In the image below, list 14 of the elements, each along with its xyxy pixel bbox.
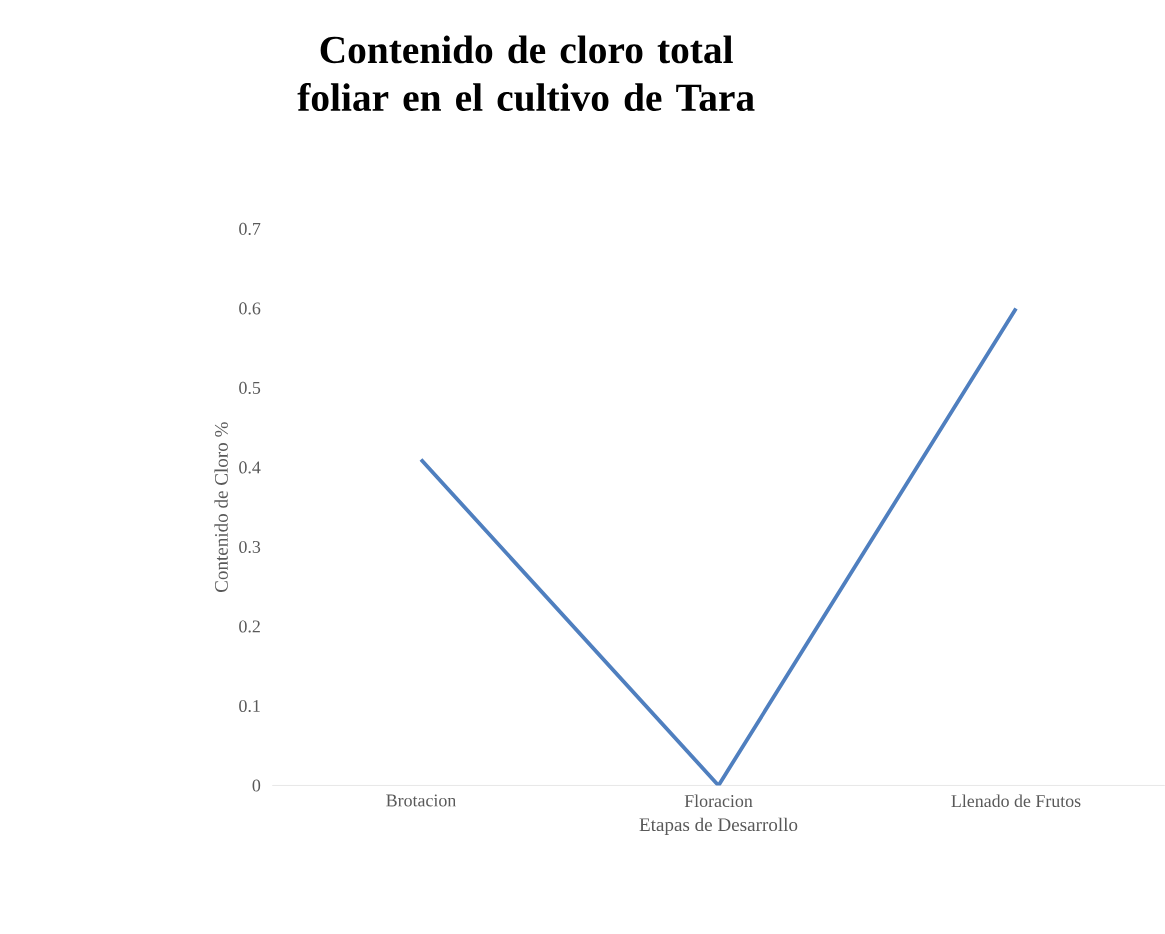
y-tick-label: 0.5 xyxy=(239,381,261,394)
y-axis-title: Contenido de Cloro % xyxy=(214,422,228,592)
x-tick-label: Llenado de Frutos xyxy=(951,794,1081,807)
y-tick-label: 0.4 xyxy=(239,461,261,474)
chart-title: Contenido de cloro total foliar en el cultivo de Tara xyxy=(297,35,755,112)
y-tick-label: 0.6 xyxy=(239,302,261,315)
x-tick-label: Brotacion xyxy=(386,794,457,807)
y-tick-label: 0.7 xyxy=(239,222,261,235)
y-tick-label: 0 xyxy=(252,779,261,792)
x-tick-label: Floracion xyxy=(684,794,753,807)
y-tick-label: 0.2 xyxy=(239,620,260,633)
y-tick-label: 0.1 xyxy=(239,699,260,712)
y-tick-label: 0.3 xyxy=(239,540,261,553)
x-axis-title: Etapas de Desarrollo xyxy=(639,817,798,835)
